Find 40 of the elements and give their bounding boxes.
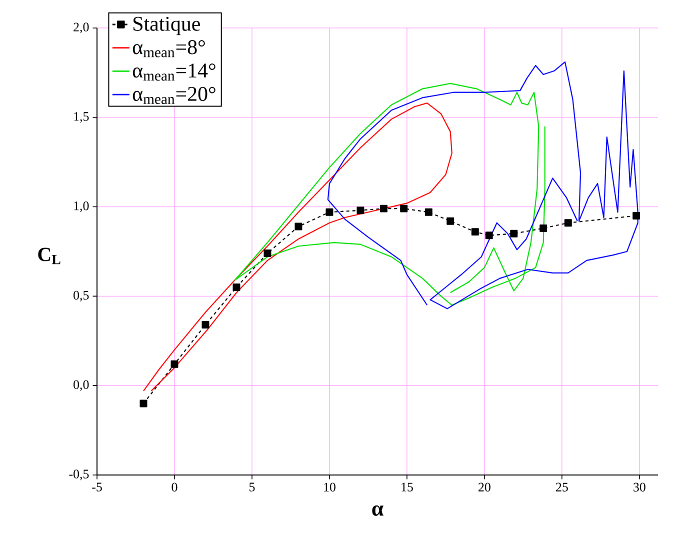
y-tick-label: -0,5 [69, 470, 89, 480]
point [294, 222, 302, 230]
point [424, 208, 432, 216]
point [380, 204, 388, 212]
y-tick-label: 0,0 [74, 380, 89, 391]
point [471, 228, 479, 236]
legend-label: Statique [134, 16, 200, 36]
x-tick-label: 0 [172, 482, 178, 492]
legend-label: α$_{mean}$=8° [132, 40, 205, 58]
point [446, 217, 454, 225]
point [400, 204, 408, 212]
point [326, 208, 334, 216]
y-tick-label: 1,0 [74, 201, 89, 212]
point [232, 284, 240, 291]
x-tick-label: 20 [478, 482, 490, 492]
y-tick-label: 1,5 [74, 112, 89, 123]
line-series [234, 82, 546, 306]
legend-label: α$_{mean}$=20° [132, 86, 216, 104]
point [632, 212, 640, 220]
point [170, 360, 178, 368]
point [202, 321, 210, 329]
x-axis-title: α [372, 505, 384, 516]
point [356, 206, 364, 214]
legend-label: α$_{mean}$=14° [132, 64, 216, 81]
x-tick-label: 30 [634, 482, 646, 492]
x-tick-label: 10 [324, 482, 336, 492]
point [510, 230, 518, 238]
point [485, 232, 493, 240]
point [140, 400, 148, 408]
y-tick-label: 0,5 [74, 290, 89, 302]
y-axis-title: C$_{L}$ [38, 248, 60, 264]
point [264, 250, 272, 258]
y-tick-label: 2,0 [74, 22, 89, 34]
x-tick-label: 25 [556, 482, 568, 492]
x-tick-label: 15 [402, 482, 413, 492]
point [540, 224, 548, 232]
x-tick-label: -5 [92, 482, 102, 492]
x-tick-label: 5 [249, 482, 255, 492]
point [564, 219, 572, 227]
line-series [142, 102, 452, 392]
